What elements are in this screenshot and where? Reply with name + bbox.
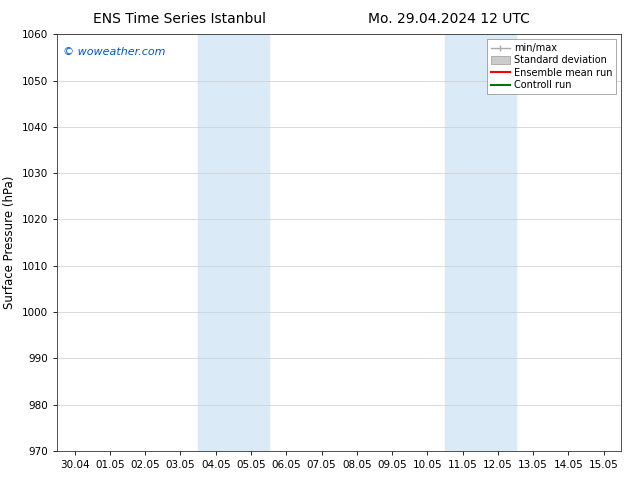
Y-axis label: Surface Pressure (hPa): Surface Pressure (hPa) [3,176,16,309]
Text: Mo. 29.04.2024 12 UTC: Mo. 29.04.2024 12 UTC [368,12,529,26]
Bar [198,34,269,451]
Legend: min/max, Standard deviation, Ensemble mean run, Controll run: min/max, Standard deviation, Ensemble me… [487,39,616,94]
Bar [445,34,515,451]
Text: © woweather.com: © woweather.com [63,47,165,57]
Text: ENS Time Series Istanbul: ENS Time Series Istanbul [93,12,266,26]
